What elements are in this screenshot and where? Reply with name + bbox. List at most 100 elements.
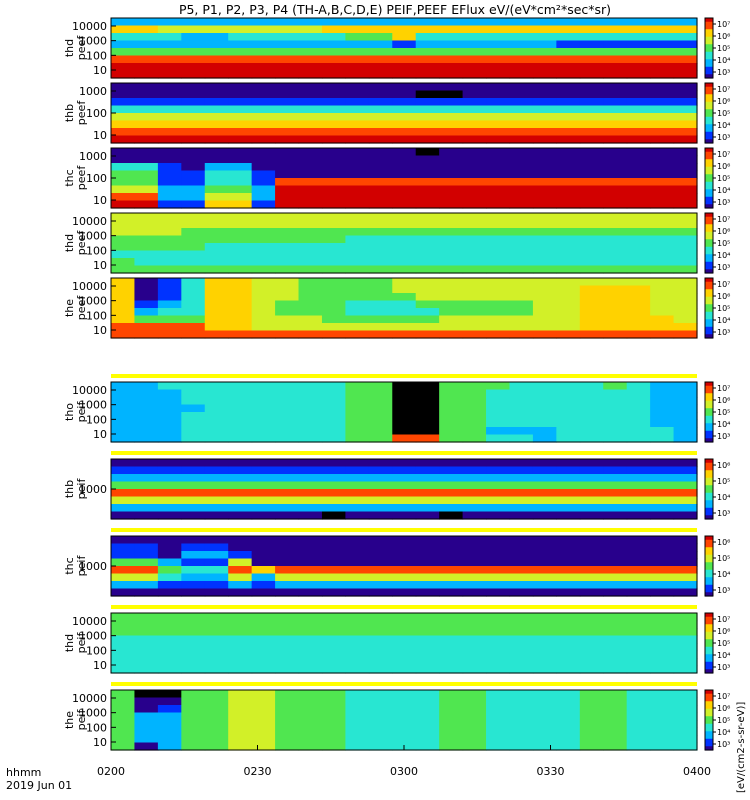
heatmap-cell: [228, 235, 253, 244]
heatmap-cell: [626, 558, 651, 567]
colorbar-swatch: [705, 656, 713, 658]
heatmap-cell: [509, 735, 534, 744]
heatmap-cell: [111, 25, 136, 34]
heatmap-cell: [392, 389, 417, 398]
colorbar-swatch: [705, 31, 713, 33]
heatmap-cell: [532, 300, 557, 309]
heatmap-cell: [603, 148, 628, 157]
colorbar-swatch: [705, 747, 713, 749]
heatmap-cell: [462, 235, 487, 244]
heatmap-cell: [251, 404, 276, 413]
heatmap-cell: [157, 466, 182, 475]
heatmap-cell: [111, 113, 136, 122]
heatmap-cell: [556, 628, 581, 637]
colorbar-swatch: [705, 483, 713, 485]
colorbar-swatch: [705, 579, 713, 581]
heatmap-cell: [439, 193, 464, 202]
heatmap-cell: [228, 330, 253, 339]
heatmap-cell: [603, 650, 628, 659]
heatmap-cell: [181, 40, 206, 49]
heatmap-cell: [486, 504, 511, 513]
heatmap-cell: [321, 419, 346, 428]
heatmap-cell: [345, 397, 370, 406]
heatmap-cell: [228, 573, 253, 582]
heatmap-cell: [228, 40, 253, 49]
colorbar-swatch: [705, 54, 713, 57]
colorbar-swatch: [705, 469, 713, 471]
heatmap-cell: [134, 120, 159, 129]
heatmap-cell: [673, 427, 698, 436]
heatmap-cell: [181, 650, 206, 659]
heatmap-cell: [275, 185, 300, 194]
colorbar-swatch: [705, 103, 713, 106]
heatmap-cell: [368, 265, 393, 274]
heatmap-cell: [181, 63, 206, 72]
chart-title: P5, P1, P2, P3, P4 (TH-A,B,C,D,E) PEIF,P…: [179, 2, 611, 17]
heatmap-cell: [392, 48, 417, 57]
heatmap-cell: [650, 120, 675, 129]
heatmap-cell: [157, 543, 182, 552]
heatmap-cell: [532, 427, 557, 436]
colorbar-swatch: [705, 314, 713, 317]
colorbar-swatch: [705, 730, 713, 732]
heatmap-cell: [392, 90, 417, 99]
heatmap-cell: [204, 213, 229, 222]
colorbar-swatch: [705, 282, 713, 285]
heatmap-cell: [181, 573, 206, 582]
heatmap-cell: [345, 113, 370, 122]
colorbar-tick-label: 10⁷: [717, 615, 730, 624]
heatmap-cell: [509, 323, 534, 332]
heatmap-cell: [626, 135, 651, 144]
heatmap-cell: [321, 163, 346, 172]
heatmap-cell: [181, 705, 206, 714]
heatmap-cell: [392, 323, 417, 332]
xtick-label: 0230: [244, 765, 272, 778]
heatmap-cell: [204, 566, 229, 575]
heatmap-cell: [392, 434, 417, 443]
heatmap-cell: [486, 308, 511, 317]
heatmap-cell: [579, 690, 604, 699]
panel-separator: [111, 682, 697, 686]
heatmap-cell: [556, 496, 581, 505]
heatmap-cell: [509, 404, 534, 413]
heatmap-cell: [603, 163, 628, 172]
heatmap-cell: [579, 170, 604, 179]
colorbar-swatch: [705, 542, 713, 545]
heatmap-cell: [298, 489, 323, 498]
heatmap-cell: [439, 55, 464, 64]
colorbar-swatch: [705, 481, 713, 484]
heatmap-cell: [556, 489, 581, 498]
colorbar-swatch: [705, 162, 713, 164]
heatmap-cell: [509, 397, 534, 406]
heatmap-cell: [509, 228, 534, 237]
heatmap-cell: [392, 265, 417, 274]
colorbar-swatch: [705, 266, 713, 268]
heatmap-cell: [181, 170, 206, 179]
heatmap-cell: [626, 551, 651, 560]
colorbar-swatch: [705, 129, 713, 132]
panel-frame: [110, 277, 698, 339]
heatmap-cell: [626, 33, 651, 42]
colorbar-tick-label: 10⁵: [717, 477, 730, 486]
heatmap-cell: [204, 258, 229, 267]
heatmap-cell: [439, 566, 464, 575]
heatmap-cell: [134, 308, 159, 317]
colorbar-swatch: [705, 426, 713, 428]
heatmap-cell: [415, 658, 440, 667]
colorbar-swatch: [705, 46, 713, 48]
heatmap-cell: [111, 178, 136, 187]
heatmap-cell: [298, 665, 323, 674]
colorbar-swatch: [705, 405, 713, 407]
heatmap-cell: [392, 300, 417, 309]
colorbar-swatch: [705, 23, 713, 26]
colorbar-swatch: [705, 131, 713, 134]
heatmap-cell: [228, 504, 253, 513]
heatmap-cell: [204, 434, 229, 443]
heatmap-cell: [345, 643, 370, 652]
heatmap-cell: [673, 620, 698, 629]
heatmap-cell: [157, 48, 182, 57]
heatmap-cell: [345, 690, 370, 699]
heatmap-cell: [626, 504, 651, 513]
heatmap-cell: [532, 148, 557, 157]
